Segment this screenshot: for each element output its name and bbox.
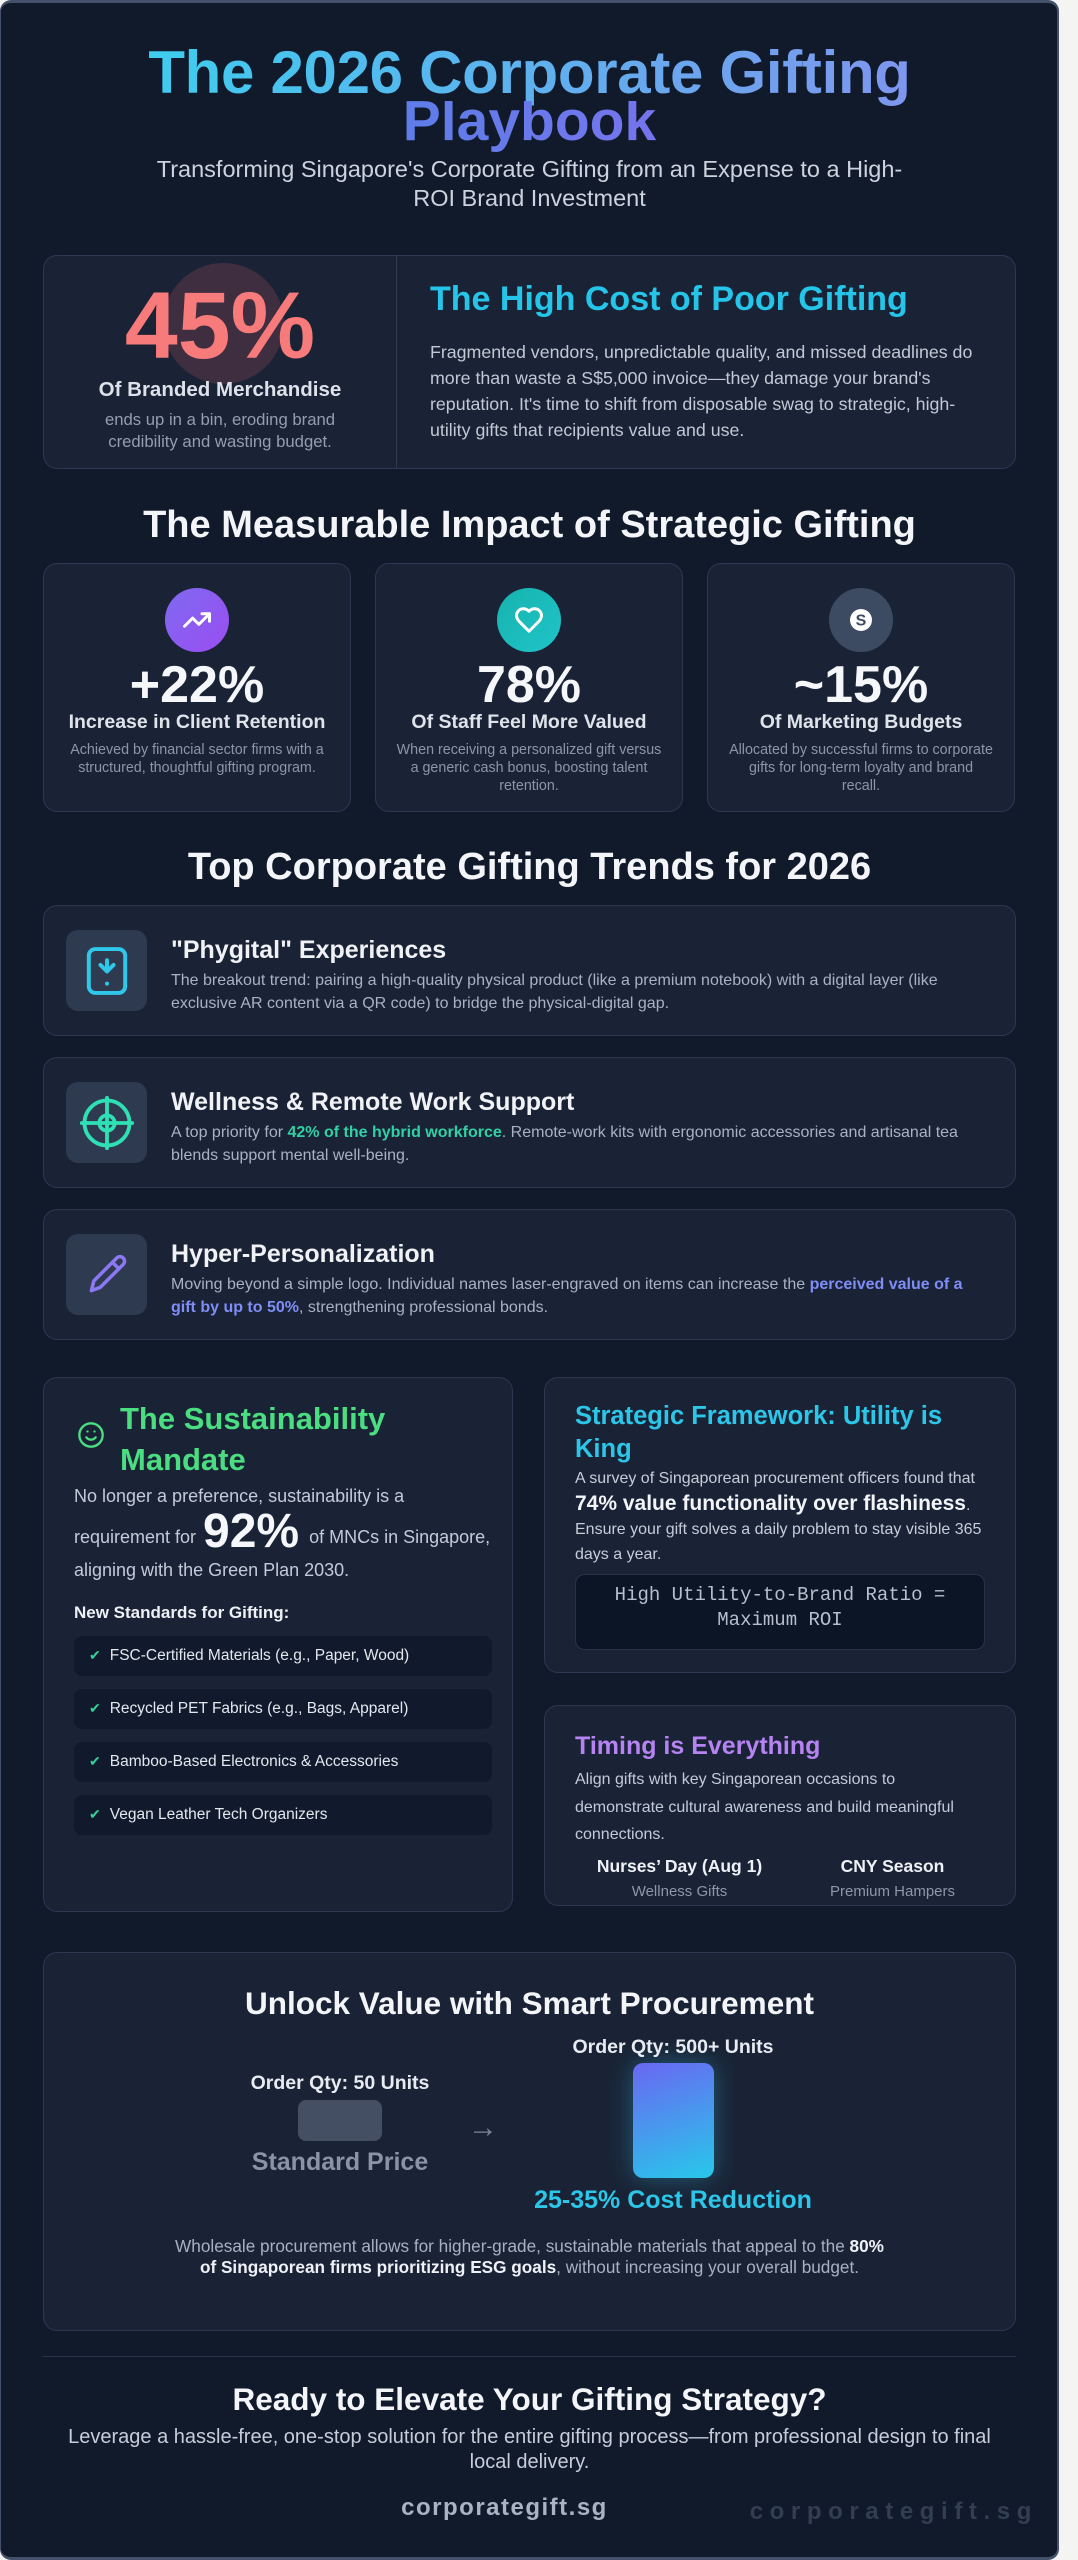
svg-text:S: S — [856, 613, 867, 630]
